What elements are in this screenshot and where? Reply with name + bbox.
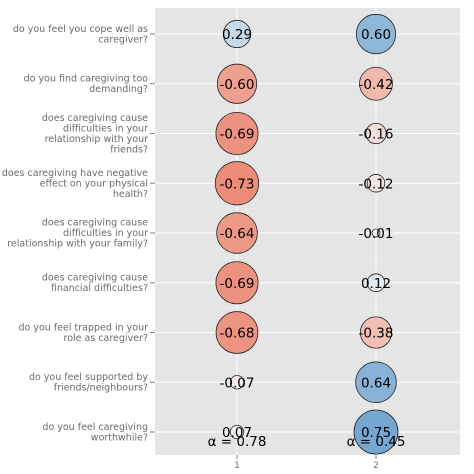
bubble (214, 161, 260, 206)
bubble (355, 361, 397, 403)
bubble (216, 212, 258, 254)
value-label: 0.75 (361, 425, 391, 441)
bubble (215, 261, 259, 305)
value-label: -0.64 (220, 226, 255, 242)
bubbles: 0.29 -0.60 -0.69 -0.73 -0.64 -0.69 -0.68 -0.07 0… (214, 13, 399, 455)
alpha-label: α = 0.78 (208, 434, 267, 450)
x-tick-label: 1 (234, 461, 240, 471)
value-label: -0.69 (220, 276, 255, 292)
row-label: do you feel trapped in your role as careg… (19, 322, 149, 344)
bubble (353, 409, 399, 455)
bubble (215, 311, 259, 354)
value-label: -0.68 (220, 326, 255, 342)
value-label: -0.16 (359, 127, 394, 143)
bubble (229, 375, 245, 390)
bubble (366, 273, 386, 292)
value-label: -0.69 (220, 127, 255, 143)
bubble (222, 19, 252, 49)
bubble (359, 66, 393, 101)
row-labels: do you feel you cope well as caregiver? do… (2, 24, 155, 444)
bubble (215, 111, 259, 156)
bubble (366, 174, 386, 193)
bubble (365, 122, 387, 145)
alpha-label: α = 0.45 (347, 434, 406, 450)
row-label: does caregiving have negative effect on y… (2, 168, 148, 200)
value-label: -0.07 (220, 375, 255, 391)
row-label: do you feel supported by friends/neighbou… (29, 372, 148, 394)
row-label: does caregiving cause difficulties in you… (7, 218, 148, 250)
value-label: -0.73 (220, 176, 255, 192)
row-label: does caregiving cause difficulties in you… (42, 113, 148, 156)
value-label: 0.29 (222, 27, 252, 43)
panel-background (155, 8, 460, 455)
value-label: -0.38 (359, 326, 394, 342)
value-label: -0.01 (359, 226, 394, 242)
row-label: does caregiving cause financial difficult… (42, 273, 148, 295)
bubble (216, 63, 258, 104)
row-label: do you feel you cope well as caregiver? (13, 24, 148, 46)
value-label: -0.42 (359, 77, 394, 93)
value-label: 0.07 (222, 425, 252, 441)
x-tick-label: 2 (373, 461, 379, 471)
row-label: do you find caregiving too demanding? (24, 74, 149, 96)
value-label: -0.12 (359, 176, 394, 192)
value-label: -0.60 (220, 77, 255, 93)
row-label: do you feel caregiving worthwhile? (42, 422, 148, 444)
value-label: 0.12 (361, 276, 391, 292)
value-label: 0.64 (361, 375, 391, 391)
bubble (359, 316, 393, 349)
bubble (371, 228, 381, 238)
value-label: 0.60 (361, 27, 391, 43)
bubble (229, 424, 245, 440)
alpha-labels: α = 0.78 α = 0.45 (208, 434, 406, 450)
bubble (355, 13, 397, 55)
